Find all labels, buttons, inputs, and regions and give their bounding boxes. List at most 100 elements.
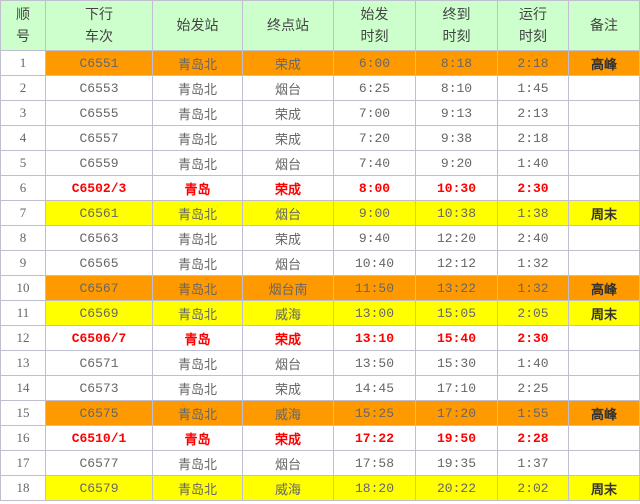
cell-train-number: C6573 bbox=[45, 375, 153, 401]
cell-origin-station: 青岛北 bbox=[152, 250, 243, 276]
cell-note bbox=[568, 450, 640, 476]
cell-departure-time: 11:50 bbox=[333, 275, 416, 301]
cell-train-number: C6557 bbox=[45, 125, 153, 151]
cell-note bbox=[568, 425, 640, 451]
cell-origin-station: 青岛北 bbox=[152, 225, 243, 251]
header-origin-station: 始发站 bbox=[152, 0, 243, 51]
cell-index: 16 bbox=[0, 425, 46, 451]
cell-terminal-station: 烟台 bbox=[242, 450, 334, 476]
cell-origin-station: 青岛北 bbox=[152, 475, 243, 501]
header-note: 备注 bbox=[568, 0, 640, 51]
cell-terminal-station: 烟台南 bbox=[242, 275, 334, 301]
cell-duration: 1:40 bbox=[497, 150, 569, 176]
cell-train-number: C6561 bbox=[45, 200, 153, 226]
cell-note: 周末 bbox=[568, 475, 640, 501]
cell-train-number: C6563 bbox=[45, 225, 153, 251]
table-row: 3 C6555 青岛北 荣成 7:00 9:13 2:13 bbox=[0, 100, 640, 126]
cell-train-number: C6555 bbox=[45, 100, 153, 126]
table-row: 1 C6551 青岛北 荣成 6:00 8:18 2:18 高峰 bbox=[0, 50, 640, 76]
cell-index: 15 bbox=[0, 400, 46, 426]
cell-origin-station: 青岛北 bbox=[152, 375, 243, 401]
cell-terminal-station: 烟台 bbox=[242, 200, 334, 226]
cell-arrival-time: 12:12 bbox=[415, 250, 498, 276]
cell-arrival-time: 12:20 bbox=[415, 225, 498, 251]
cell-arrival-time: 8:10 bbox=[415, 75, 498, 101]
cell-note bbox=[568, 225, 640, 251]
table-row: 12 C6506/7 青岛 荣成 13:10 15:40 2:30 bbox=[0, 325, 640, 351]
cell-duration: 1:55 bbox=[497, 400, 569, 426]
cell-index: 10 bbox=[0, 275, 46, 301]
cell-origin-station: 青岛 bbox=[152, 325, 243, 351]
cell-index: 6 bbox=[0, 175, 46, 201]
cell-origin-station: 青岛北 bbox=[152, 450, 243, 476]
table-row: 18 C6579 青岛北 威海 18:20 20:22 2:02 周末 bbox=[0, 475, 640, 501]
cell-note bbox=[568, 125, 640, 151]
cell-arrival-time: 17:10 bbox=[415, 375, 498, 401]
table-row: 16 C6510/1 青岛 荣成 17:22 19:50 2:28 bbox=[0, 425, 640, 451]
cell-note bbox=[568, 325, 640, 351]
cell-departure-time: 9:40 bbox=[333, 225, 416, 251]
cell-arrival-time: 17:20 bbox=[415, 400, 498, 426]
table-row: 10 C6567 青岛北 烟台南 11:50 13:22 1:32 高峰 bbox=[0, 275, 640, 301]
cell-note bbox=[568, 375, 640, 401]
cell-origin-station: 青岛北 bbox=[152, 350, 243, 376]
cell-note: 周末 bbox=[568, 300, 640, 326]
cell-duration: 2:05 bbox=[497, 300, 569, 326]
cell-index: 11 bbox=[0, 300, 46, 326]
cell-note: 高峰 bbox=[568, 275, 640, 301]
cell-note bbox=[568, 250, 640, 276]
cell-departure-time: 8:00 bbox=[333, 175, 416, 201]
cell-duration: 2:28 bbox=[497, 425, 569, 451]
cell-terminal-station: 威海 bbox=[242, 475, 334, 501]
table-row: 4 C6557 青岛北 荣成 7:20 9:38 2:18 bbox=[0, 125, 640, 151]
cell-arrival-time: 13:22 bbox=[415, 275, 498, 301]
cell-train-number: C6575 bbox=[45, 400, 153, 426]
cell-arrival-time: 8:18 bbox=[415, 50, 498, 76]
cell-terminal-station: 威海 bbox=[242, 400, 334, 426]
cell-index: 1 bbox=[0, 50, 46, 76]
cell-terminal-station: 荣成 bbox=[242, 50, 334, 76]
cell-origin-station: 青岛北 bbox=[152, 300, 243, 326]
cell-train-number: C6571 bbox=[45, 350, 153, 376]
cell-arrival-time: 20:22 bbox=[415, 475, 498, 501]
cell-train-number: C6510/1 bbox=[45, 425, 153, 451]
cell-arrival-time: 19:50 bbox=[415, 425, 498, 451]
cell-departure-time: 14:45 bbox=[333, 375, 416, 401]
cell-index: 5 bbox=[0, 150, 46, 176]
cell-departure-time: 17:58 bbox=[333, 450, 416, 476]
cell-index: 14 bbox=[0, 375, 46, 401]
cell-train-number: C6502/3 bbox=[45, 175, 153, 201]
cell-index: 2 bbox=[0, 75, 46, 101]
cell-terminal-station: 烟台 bbox=[242, 250, 334, 276]
cell-index: 7 bbox=[0, 200, 46, 226]
cell-train-number: C6551 bbox=[45, 50, 153, 76]
cell-departure-time: 6:25 bbox=[333, 75, 416, 101]
cell-train-number: C6577 bbox=[45, 450, 153, 476]
cell-departure-time: 17:22 bbox=[333, 425, 416, 451]
table-row: 11 C6569 青岛北 威海 13:00 15:05 2:05 周末 bbox=[0, 300, 640, 326]
cell-duration: 2:30 bbox=[497, 325, 569, 351]
cell-train-number: C6553 bbox=[45, 75, 153, 101]
cell-duration: 1:37 bbox=[497, 450, 569, 476]
cell-index: 4 bbox=[0, 125, 46, 151]
cell-terminal-station: 荣成 bbox=[242, 175, 334, 201]
cell-duration: 1:45 bbox=[497, 75, 569, 101]
cell-departure-time: 10:40 bbox=[333, 250, 416, 276]
cell-origin-station: 青岛北 bbox=[152, 75, 243, 101]
cell-terminal-station: 烟台 bbox=[242, 150, 334, 176]
cell-duration: 2:40 bbox=[497, 225, 569, 251]
table-row: 15 C6575 青岛北 威海 15:25 17:20 1:55 高峰 bbox=[0, 400, 640, 426]
cell-index: 18 bbox=[0, 475, 46, 501]
cell-note: 高峰 bbox=[568, 50, 640, 76]
cell-origin-station: 青岛 bbox=[152, 175, 243, 201]
cell-duration: 2:02 bbox=[497, 475, 569, 501]
cell-train-number: C6579 bbox=[45, 475, 153, 501]
header-index: 顺 号 bbox=[0, 0, 46, 51]
table-row: 9 C6565 青岛北 烟台 10:40 12:12 1:32 bbox=[0, 250, 640, 276]
table-row: 6 C6502/3 青岛 荣成 8:00 10:30 2:30 bbox=[0, 175, 640, 201]
cell-terminal-station: 荣成 bbox=[242, 325, 334, 351]
header-arrival-time: 终到 时刻 bbox=[415, 0, 498, 51]
cell-terminal-station: 荣成 bbox=[242, 375, 334, 401]
cell-terminal-station: 烟台 bbox=[242, 350, 334, 376]
cell-index: 17 bbox=[0, 450, 46, 476]
